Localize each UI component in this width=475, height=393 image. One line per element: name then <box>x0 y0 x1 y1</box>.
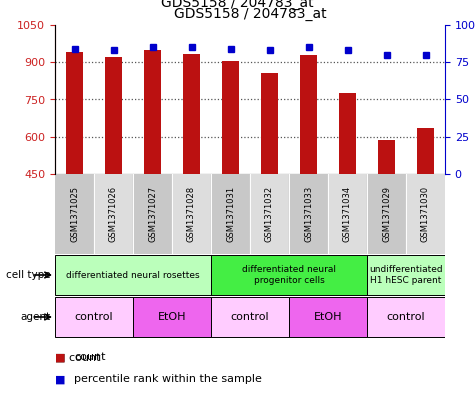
Text: GSM1371030: GSM1371030 <box>421 186 430 242</box>
Text: control: control <box>387 312 425 322</box>
Text: GSM1371032: GSM1371032 <box>265 186 274 242</box>
Bar <box>211 255 367 295</box>
Bar <box>339 92 356 174</box>
Bar <box>367 174 406 254</box>
Text: GSM1371025: GSM1371025 <box>70 186 79 242</box>
Text: GSM1371031: GSM1371031 <box>226 186 235 242</box>
Text: EtOH: EtOH <box>314 312 342 322</box>
Bar <box>172 174 211 254</box>
Bar <box>367 255 445 295</box>
Bar <box>378 140 395 174</box>
Bar <box>104 57 122 174</box>
Bar <box>289 174 328 254</box>
Bar <box>133 174 172 254</box>
Bar <box>133 297 211 337</box>
Text: count: count <box>74 352 105 362</box>
Bar <box>250 174 289 254</box>
Bar <box>300 55 317 174</box>
Bar <box>328 174 367 254</box>
Bar <box>183 53 200 174</box>
Text: GSM1371027: GSM1371027 <box>148 186 157 242</box>
Bar <box>222 61 239 174</box>
Text: ■ count: ■ count <box>55 352 101 362</box>
Text: GSM1371029: GSM1371029 <box>382 186 391 242</box>
Text: agent: agent <box>20 312 50 322</box>
Text: percentile rank within the sample: percentile rank within the sample <box>74 374 262 384</box>
Bar <box>417 128 434 174</box>
Bar <box>94 174 133 254</box>
Text: GSM1371033: GSM1371033 <box>304 186 313 242</box>
Text: differentiated neural rosettes: differentiated neural rosettes <box>66 270 200 279</box>
Bar <box>211 174 250 254</box>
Text: ■: ■ <box>55 352 66 362</box>
Text: differentiated neural
progenitor cells: differentiated neural progenitor cells <box>242 265 336 285</box>
Bar <box>211 297 289 337</box>
Text: GDS5158 / 204783_at: GDS5158 / 204783_at <box>161 0 314 9</box>
Bar <box>55 297 133 337</box>
Bar <box>144 50 162 174</box>
Text: cell type: cell type <box>6 270 50 280</box>
Text: GSM1371026: GSM1371026 <box>109 186 118 242</box>
Text: EtOH: EtOH <box>158 312 186 322</box>
Bar <box>367 297 445 337</box>
Text: GSM1371034: GSM1371034 <box>343 186 352 242</box>
Text: control: control <box>231 312 269 322</box>
Text: undifferentiated
H1 hESC parent: undifferentiated H1 hESC parent <box>369 265 443 285</box>
Text: ■: ■ <box>55 374 66 384</box>
Bar <box>66 52 83 174</box>
Bar <box>55 255 211 295</box>
Text: GSM1371028: GSM1371028 <box>187 186 196 242</box>
Bar <box>261 73 278 174</box>
Bar <box>55 174 94 254</box>
Title: GDS5158 / 204783_at: GDS5158 / 204783_at <box>174 7 326 21</box>
Bar <box>406 174 445 254</box>
Text: control: control <box>75 312 114 322</box>
Bar <box>289 297 367 337</box>
